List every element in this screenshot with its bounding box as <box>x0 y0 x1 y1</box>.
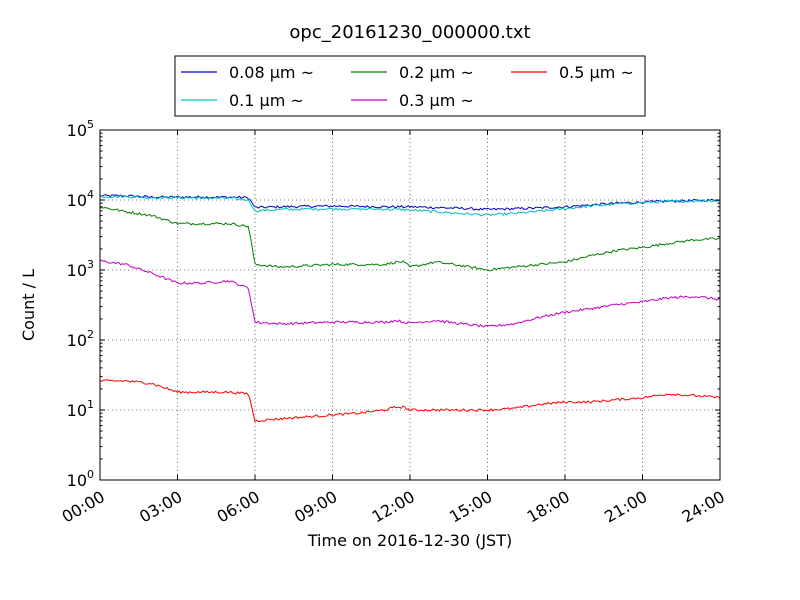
series-line <box>99 193 721 211</box>
y-axis-label: Count / L <box>19 269 38 341</box>
x-axis-label: Time on 2016-12-30 (JST) <box>307 531 512 550</box>
x-tick-label: 24:00 <box>679 487 728 527</box>
chart-title: opc_20161230_000000.txt <box>289 22 530 43</box>
x-tick-label: 03:00 <box>136 487 185 527</box>
legend: 0.08 μm ~ 0.1 μm ~ 0.2 μm ~ 0.3 μm ~ 0.5 μm … <box>174 55 646 117</box>
y-tick-label: 102 <box>67 328 94 350</box>
y-tick-labels: 100 101 102 103 104 105 <box>67 118 94 490</box>
legend-label: 0.5 μm ~ <box>559 63 634 82</box>
legend-label: 0.3 μm ~ <box>399 91 474 110</box>
series-line <box>99 379 721 423</box>
series-line <box>99 194 721 217</box>
series-line <box>99 206 721 272</box>
x-tick-label: 00:00 <box>59 487 108 527</box>
x-tick-label: 15:00 <box>446 487 495 527</box>
y-tick-label: 105 <box>67 118 94 140</box>
y-tick-label: 101 <box>67 398 94 420</box>
x-tick-label: 21:00 <box>601 487 650 527</box>
legend-label: 0.2 μm ~ <box>399 63 474 82</box>
legend-label: 0.08 μm ~ <box>229 63 314 82</box>
x-tick-label: 12:00 <box>369 487 418 527</box>
legend-label: 0.1 μm ~ <box>229 91 304 110</box>
y-tick-label: 103 <box>67 258 94 280</box>
axis-ticks <box>99 129 721 481</box>
x-tick-labels: 00:00 03:00 06:00 09:00 12:00 15:00 18:00 21:00… <box>59 487 728 527</box>
legend-box <box>174 55 646 117</box>
x-tick-label: 09:00 <box>291 487 340 527</box>
x-tick-label: 06:00 <box>214 487 263 527</box>
y-tick-label: 100 <box>67 468 94 490</box>
y-tick-label: 104 <box>67 188 94 210</box>
grid <box>100 130 720 480</box>
series-line <box>99 259 721 328</box>
x-tick-label: 18:00 <box>524 487 573 527</box>
series-lines <box>99 193 721 423</box>
